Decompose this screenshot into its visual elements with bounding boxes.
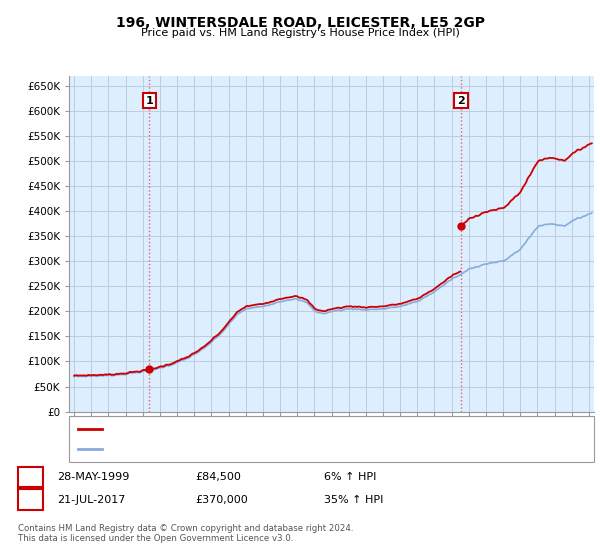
Text: 35% ↑ HPI: 35% ↑ HPI [324,494,383,505]
Text: Price paid vs. HM Land Registry's House Price Index (HPI): Price paid vs. HM Land Registry's House … [140,28,460,38]
Text: £84,500: £84,500 [195,472,241,482]
Text: £370,000: £370,000 [195,494,248,505]
Text: 1: 1 [26,470,35,484]
Text: 2: 2 [457,96,465,106]
Text: 6% ↑ HPI: 6% ↑ HPI [324,472,376,482]
Text: 21-JUL-2017: 21-JUL-2017 [57,494,125,505]
Text: 28-MAY-1999: 28-MAY-1999 [57,472,130,482]
Text: 2: 2 [26,493,35,506]
Text: 1: 1 [145,96,153,106]
Text: HPI: Average price, detached house, Leicester: HPI: Average price, detached house, Leic… [107,444,347,454]
Text: Contains HM Land Registry data © Crown copyright and database right 2024.
This d: Contains HM Land Registry data © Crown c… [18,524,353,543]
Text: 196, WINTERSDALE ROAD, LEICESTER, LE5 2GP: 196, WINTERSDALE ROAD, LEICESTER, LE5 2G… [115,16,485,30]
Text: 196, WINTERSDALE ROAD, LEICESTER, LE5 2GP (detached house): 196, WINTERSDALE ROAD, LEICESTER, LE5 2G… [107,423,449,433]
